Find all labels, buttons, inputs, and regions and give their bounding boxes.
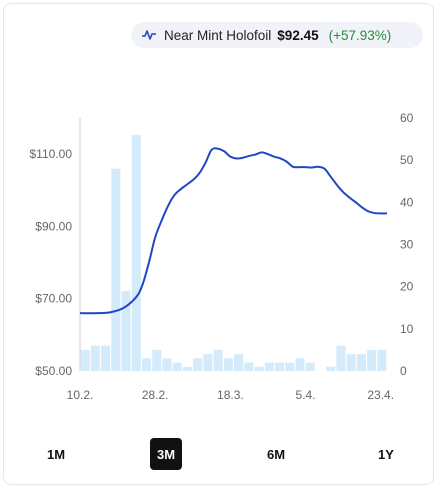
volume-bar [275,362,285,371]
range-tab-1y[interactable]: 1Y [378,446,394,462]
volume-bar [111,168,121,371]
y-left-tick-label: $110.00 [30,147,73,161]
x-tick-label: 23.4. [367,388,394,402]
y-right-tick-label: 0 [400,364,407,378]
volume-bar [162,358,172,371]
x-tick-label: 18.3. [217,388,244,402]
legend-label: Near Mint Holofoil [164,27,272,43]
range-tab-1m[interactable]: 1M [46,446,66,462]
volume-bar [203,354,213,371]
volume-bar [367,349,377,371]
y-left-tick-label: $50.00 [35,364,72,378]
y-right-tick-label: 20 [400,280,414,294]
volume-bar [121,290,131,371]
y-right-tick-label: 10 [400,322,414,336]
legend-price: $92.45 [277,27,319,43]
volume-bar [193,358,203,371]
volume-bar [336,345,346,371]
y-right-tick-label: 50 [400,153,414,167]
x-tick-label: 10.2. [67,388,94,402]
price-line [79,147,388,315]
volume-bar [142,358,152,371]
y-right-tick-label: 60 [400,111,414,125]
volume-bar [101,345,111,371]
range-tabs: 1M 3M 6M 1Y [0,438,439,472]
volume-bar [377,349,387,371]
volume-bar [346,354,356,371]
volume-bar [285,362,295,371]
volume-bar [234,354,244,371]
volume-bar [90,345,100,371]
volume-bar [295,358,305,371]
volume-bar [223,358,233,371]
y-left-tick-label: $90.00 [35,219,72,233]
volume-bar [356,354,366,371]
volume-bar [264,362,274,371]
range-tab-3m[interactable]: 3M [150,438,182,470]
volume-bar [213,349,223,371]
volume-bar [182,366,192,371]
chart-legend: Near Mint Holofoil $92.45 (+57.93%) [131,22,423,48]
volume-bar [131,134,141,371]
price-history-card [3,3,434,485]
x-tick-label: 5.4. [296,388,316,402]
price-chart: $50.00 $70.00 $90.00 $110.00 0 10 20 30 40 50 60 10… [30,111,414,402]
volume-bar [152,349,162,371]
y-right-tick-label: 40 [400,195,414,209]
y-left-tick-label: $70.00 [35,292,72,306]
volume-bar [244,362,254,371]
legend-change: (+57.93%) [328,27,392,43]
volume-bar [326,366,336,371]
volume-bar [254,366,264,371]
y-right-tick-label: 30 [400,238,414,252]
volume-bar [80,349,90,371]
range-tab-6m[interactable]: 6M [266,446,286,462]
volume-bar [172,362,182,371]
volume-bar [305,362,315,371]
x-tick-label: 28.2. [142,388,169,402]
line-chart-icon [142,30,156,40]
